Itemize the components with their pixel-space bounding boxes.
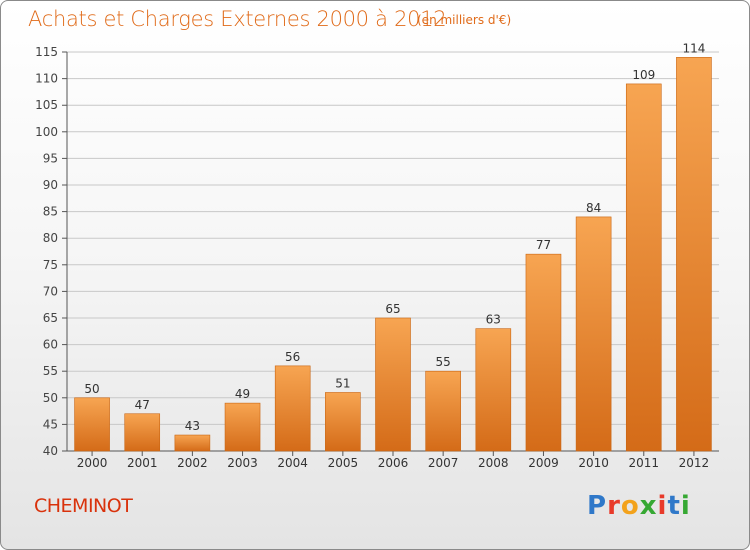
bar	[124, 413, 161, 452]
bar	[575, 216, 612, 452]
y-tick-label: 55	[43, 364, 58, 378]
x-tick-label: 2004	[277, 456, 308, 470]
y-tick-label: 45	[43, 417, 58, 431]
data-label: 65	[385, 302, 400, 316]
x-tick-label: 2007	[428, 456, 459, 470]
y-tick-label: 115	[35, 45, 58, 59]
x-tick-label: 2012	[679, 456, 710, 470]
bar	[425, 370, 461, 452]
bar-chart: 40 45 50 55 60 65 70 75 80 85 90 95 100 105 110 115 2000…	[35, 41, 719, 470]
bar	[625, 83, 662, 452]
y-tick-label: 40	[43, 444, 58, 458]
y-tick-label: 75	[43, 258, 58, 272]
x-tick-label: 2009	[528, 456, 559, 470]
data-label: 84	[586, 201, 601, 215]
y-tick-label: 80	[43, 231, 58, 245]
y-tick-label: 65	[43, 311, 58, 325]
y-tick-label: 100	[35, 125, 58, 139]
data-label: 43	[185, 419, 200, 433]
data-label: 55	[436, 355, 451, 369]
x-tick-label: 2006	[378, 456, 409, 470]
data-label: 63	[486, 313, 501, 327]
x-tick-label: 2005	[328, 456, 359, 470]
bar	[475, 328, 512, 452]
data-label: 51	[335, 376, 350, 390]
x-tick-label: 2000	[77, 456, 108, 470]
bar	[375, 317, 411, 452]
x-tick-label: 2010	[578, 456, 609, 470]
y-tick-label: 95	[43, 151, 58, 165]
x-tick-label: 2003	[227, 456, 258, 470]
axis-layer: 40 45 50 55 60 65 70 75 80 85 90 95 100 105 110 115 2000…	[35, 45, 719, 470]
data-label: 47	[135, 398, 150, 412]
data-label: 50	[84, 382, 99, 396]
bar	[274, 365, 311, 452]
bar-layer	[74, 57, 712, 452]
y-tick-label: 70	[43, 284, 58, 298]
data-label: 114	[682, 41, 705, 55]
y-tick-label: 90	[43, 178, 58, 192]
x-tick-label: 2011	[628, 456, 659, 470]
bar	[74, 397, 110, 452]
chart-title: Achats et Charges Externes 2000 à 2012	[28, 7, 447, 31]
data-label: 77	[536, 238, 551, 252]
x-tick-label: 2002	[177, 456, 208, 470]
bar	[174, 434, 211, 452]
bar	[325, 392, 361, 452]
y-tick-label: 85	[43, 205, 58, 219]
bar	[525, 253, 562, 452]
bar	[224, 402, 261, 452]
bar	[676, 57, 712, 452]
label-layer: 50 47 43 49 56 51 65 55 63 77 84 109 114	[84, 41, 705, 433]
y-tick-label: 60	[43, 338, 58, 352]
data-label: 49	[235, 387, 250, 401]
x-tick-label: 2001	[127, 456, 158, 470]
y-tick-label: 105	[35, 98, 58, 112]
chart-subtitle: (en milliers d'€)	[417, 13, 512, 27]
y-tick-label: 50	[43, 391, 58, 405]
commune-name: CHEMINOT	[34, 495, 133, 517]
x-tick-label: 2008	[478, 456, 509, 470]
proxiti-logo: Proxiti	[587, 491, 691, 521]
y-tick-label: 110	[35, 72, 58, 86]
data-label: 109	[632, 68, 655, 82]
data-label: 56	[285, 350, 300, 364]
